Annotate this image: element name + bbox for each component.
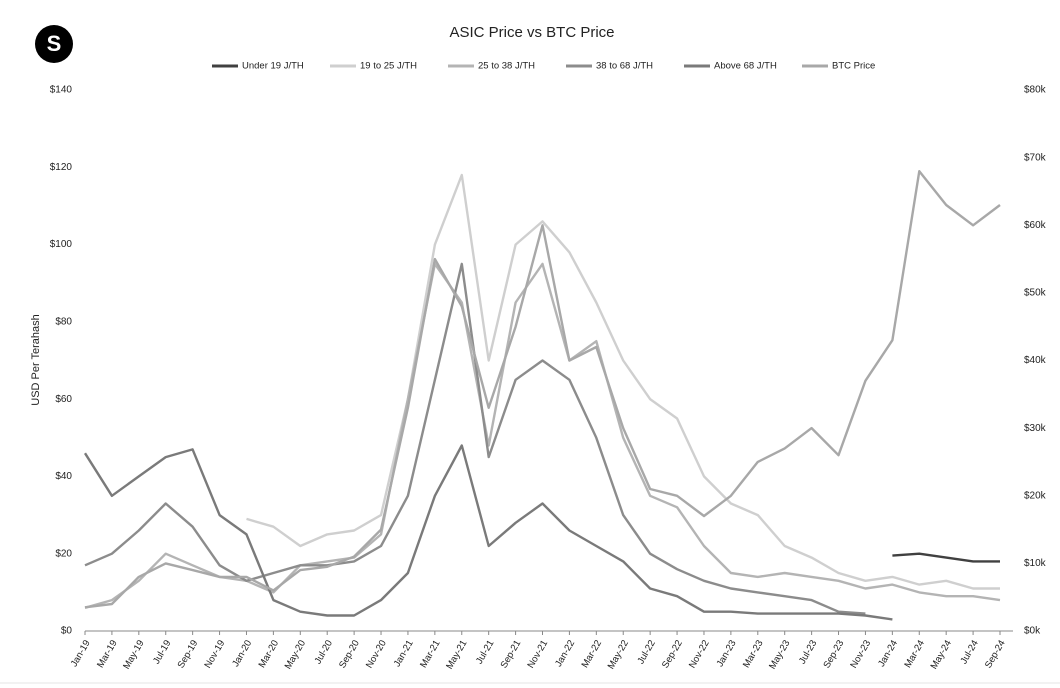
x-tick-label: Jul-23: [797, 638, 819, 666]
x-tick-label: Nov-21: [525, 638, 550, 670]
series-line: [83, 444, 893, 621]
x-tick-label: Sep-23: [821, 638, 846, 670]
y-tick-label: $120: [50, 162, 73, 173]
x-tick-label: Mar-22: [580, 638, 605, 670]
x-tick-label: Jan-19: [69, 638, 93, 669]
x-tick-label: May-19: [121, 638, 146, 671]
x-tick-label: Jul-24: [958, 638, 980, 666]
x-tick-label: Jul-22: [635, 638, 657, 666]
x-tick-label: May-21: [444, 638, 469, 671]
legend-label: 38 to 68 J/TH: [596, 61, 653, 72]
x-tick-label: Jan-24: [876, 638, 900, 669]
x-tick-label: Sep-20: [337, 638, 362, 670]
legend-label: Above 68 J/TH: [714, 61, 777, 72]
x-tick-label: May-24: [929, 638, 954, 671]
series-line: [892, 552, 1000, 563]
x-tick-label: Mar-23: [741, 638, 766, 670]
x-tick-label: Jul-21: [474, 638, 496, 666]
x-tick-label: Jan-23: [715, 638, 739, 669]
y2-tick-label: $70k: [1024, 152, 1047, 163]
x-tick-label: Nov-22: [687, 638, 712, 670]
y-tick-label: $100: [50, 239, 73, 250]
y2-tick-label: $30k: [1024, 423, 1047, 434]
x-tick-label: Nov-19: [202, 638, 227, 670]
y-tick-label: $40: [55, 471, 72, 482]
series-line: [84, 262, 866, 615]
x-tick-label: Sep-22: [660, 638, 685, 670]
x-tick-label: Sep-19: [176, 638, 201, 670]
x-tick-label: Nov-20: [364, 638, 389, 670]
x-tick-label: Jan-22: [553, 638, 577, 669]
x-tick-label: May-20: [283, 638, 308, 671]
y-tick-label: $0: [61, 626, 73, 637]
y2-tick-label: $50k: [1024, 288, 1047, 299]
x-tick-label: Mar-21: [418, 638, 443, 670]
legend-label: 19 to 25 J/TH: [360, 61, 417, 72]
legend-label: Under 19 J/TH: [242, 61, 304, 72]
y-tick-label: $80: [55, 316, 72, 327]
y2-tick-label: $0k: [1024, 626, 1041, 637]
x-tick-label: May-23: [767, 638, 792, 671]
y2-tick-label: $40k: [1024, 355, 1047, 366]
legend-label: BTC Price: [832, 61, 875, 72]
y-tick-label: $60: [55, 394, 72, 405]
x-tick-label: Sep-24: [983, 638, 1008, 670]
x-tick-label: Nov-23: [848, 638, 873, 670]
y2-tick-label: $60k: [1024, 220, 1047, 231]
x-tick-label: Jan-20: [230, 638, 254, 669]
y-axis-label: USD Per Terahash: [30, 314, 42, 406]
logo: S: [47, 31, 62, 56]
x-tick-label: Jan-21: [392, 638, 416, 669]
chart-title: ASIC Price vs BTC Price: [449, 24, 614, 41]
x-tick-label: Mar-24: [902, 638, 927, 670]
legend-label: 25 to 38 J/TH: [478, 61, 535, 72]
x-tick-label: Jul-19: [151, 638, 173, 666]
x-tick-label: May-22: [606, 638, 631, 671]
y-tick-label: $20: [55, 548, 72, 559]
y2-tick-label: $10k: [1024, 558, 1047, 569]
y-tick-label: $140: [50, 85, 73, 96]
series-line: [84, 262, 1001, 609]
series-line: [246, 173, 1000, 590]
x-tick-label: Mar-19: [95, 638, 120, 670]
series-line: [84, 170, 1001, 609]
y2-tick-label: $20k: [1024, 490, 1047, 501]
x-tick-label: Sep-21: [499, 638, 524, 670]
y2-tick-label: $80k: [1024, 85, 1047, 96]
logo-circle: [35, 25, 73, 63]
x-tick-label: Mar-20: [257, 638, 282, 670]
x-tick-label: Jul-20: [313, 638, 335, 666]
